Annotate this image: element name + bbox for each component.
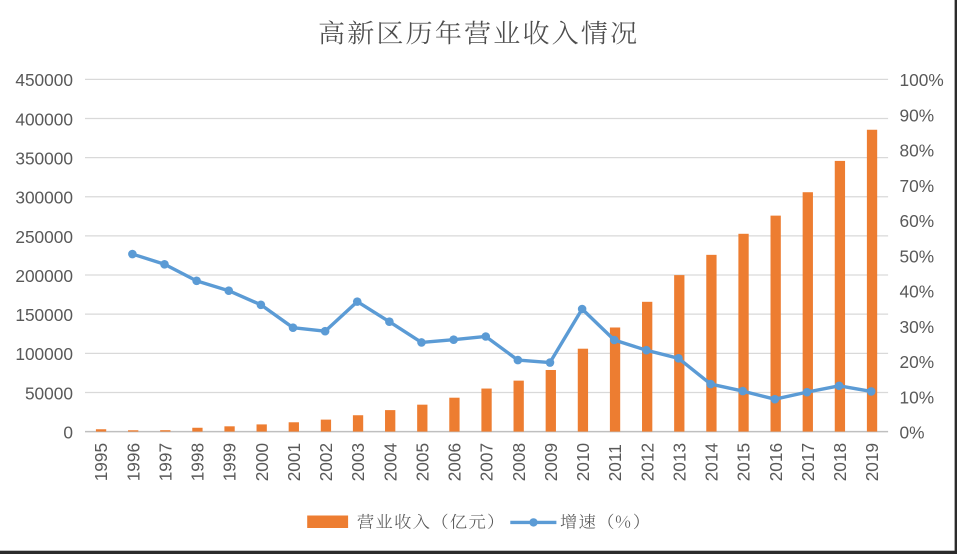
svg-text:0: 0 (63, 423, 73, 443)
svg-text:2008: 2008 (509, 443, 529, 481)
svg-text:40%: 40% (900, 282, 935, 302)
svg-text:1995: 1995 (91, 443, 111, 481)
svg-text:2017: 2017 (798, 443, 818, 481)
svg-text:200000: 200000 (15, 266, 73, 286)
svg-text:10%: 10% (900, 387, 935, 407)
svg-text:150000: 150000 (15, 305, 73, 325)
svg-text:2009: 2009 (541, 443, 561, 481)
svg-text:250000: 250000 (15, 227, 73, 247)
svg-text:2012: 2012 (637, 443, 657, 481)
svg-text:30%: 30% (900, 317, 935, 337)
svg-text:2010: 2010 (573, 443, 593, 481)
svg-text:60%: 60% (900, 211, 935, 231)
svg-text:50%: 50% (900, 246, 935, 266)
svg-text:350000: 350000 (15, 149, 73, 169)
svg-text:400000: 400000 (15, 109, 73, 129)
svg-text:2003: 2003 (348, 443, 368, 481)
svg-text:2015: 2015 (734, 443, 754, 481)
svg-text:2016: 2016 (766, 443, 786, 481)
svg-text:50000: 50000 (25, 383, 73, 403)
svg-text:70%: 70% (900, 176, 935, 196)
svg-text:0%: 0% (900, 423, 925, 443)
svg-text:80%: 80% (900, 141, 935, 161)
svg-text:2007: 2007 (477, 443, 497, 481)
svg-text:1999: 1999 (220, 443, 240, 481)
svg-text:2019: 2019 (862, 443, 882, 481)
svg-text:2005: 2005 (412, 443, 432, 481)
svg-text:450000: 450000 (15, 70, 73, 90)
svg-text:1998: 1998 (188, 443, 208, 481)
svg-text:20%: 20% (900, 352, 935, 372)
svg-text:100%: 100% (900, 70, 944, 90)
svg-text:100000: 100000 (15, 344, 73, 364)
svg-text:2013: 2013 (669, 443, 689, 481)
svg-text:2006: 2006 (445, 443, 465, 481)
svg-text:2011: 2011 (605, 444, 625, 481)
svg-text:90%: 90% (900, 105, 935, 125)
svg-text:1996: 1996 (123, 443, 143, 481)
svg-text:2018: 2018 (830, 443, 850, 481)
svg-text:1997: 1997 (155, 443, 175, 481)
svg-text:2001: 2001 (284, 443, 304, 481)
svg-text:2014: 2014 (702, 442, 722, 481)
svg-text:2002: 2002 (316, 443, 336, 481)
svg-text:2000: 2000 (252, 443, 272, 481)
svg-text:300000: 300000 (15, 188, 73, 208)
svg-text:2004: 2004 (380, 442, 400, 481)
